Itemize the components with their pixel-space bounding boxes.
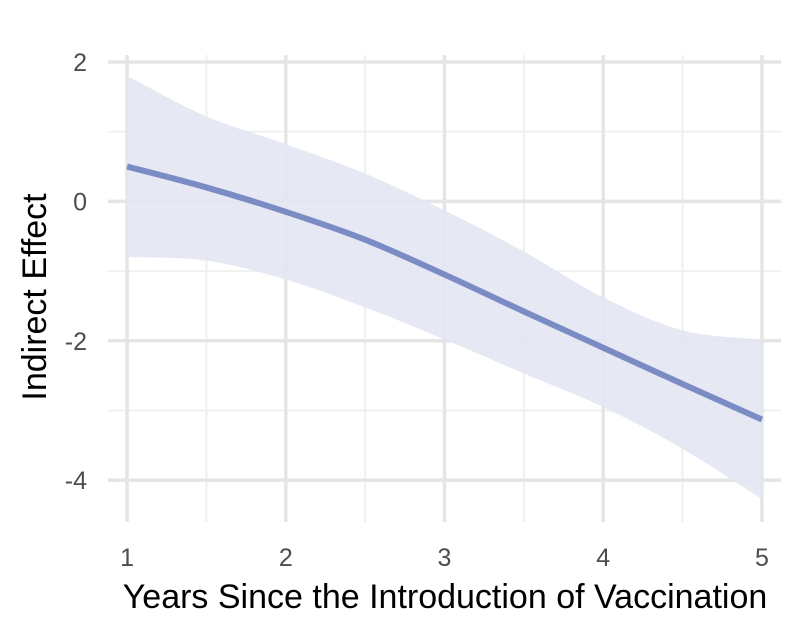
series-line <box>126 163 764 423</box>
y-tick-label: 2 <box>73 49 87 77</box>
x-tick-label: 1 <box>120 544 134 572</box>
x-axis-title: Years Since the Introduction of Vaccinat… <box>123 578 768 616</box>
y-tick-label: -4 <box>65 467 87 495</box>
y-tick-label: 0 <box>73 188 87 216</box>
x-tick-label: 3 <box>438 544 452 572</box>
y-tick-labels: -4 -2 0 2 <box>65 49 87 495</box>
x-tick-label: 5 <box>755 544 769 572</box>
confidence-band <box>127 75 762 499</box>
x-tick-labels: 1 2 3 4 5 <box>120 544 769 572</box>
x-tick-label: 2 <box>279 544 293 572</box>
y-tick-label: -2 <box>65 328 87 356</box>
x-tick-label: 4 <box>596 544 610 572</box>
y-axis-title: Indirect Effect <box>16 193 54 401</box>
